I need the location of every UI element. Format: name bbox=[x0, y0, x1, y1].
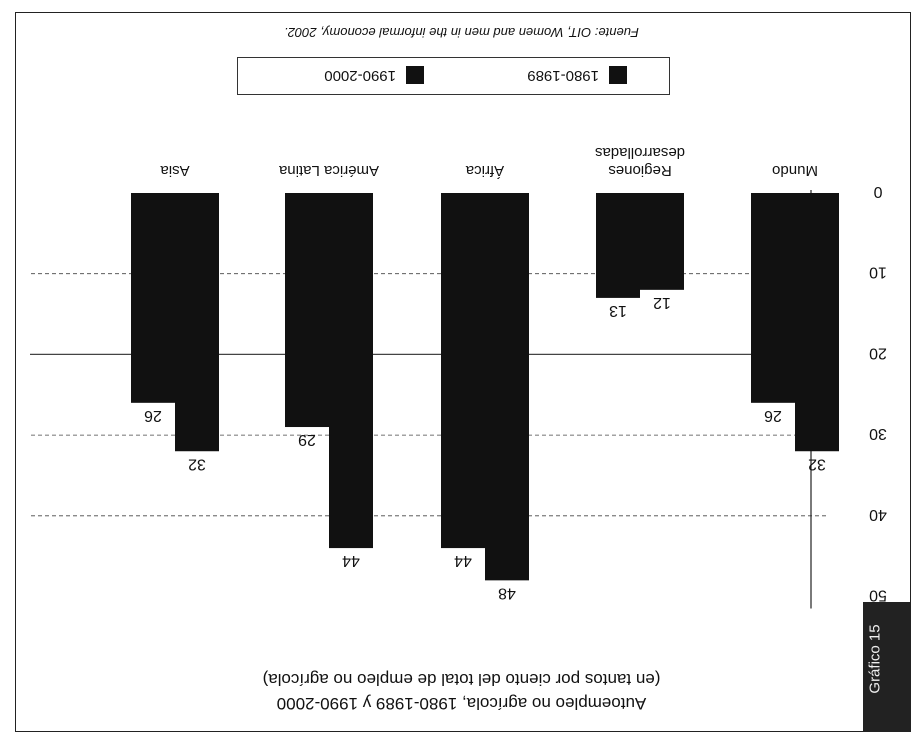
category-label: África bbox=[465, 162, 504, 179]
bar bbox=[640, 193, 684, 290]
chart-source: Fuente: OIT, Women and men in the inform… bbox=[284, 25, 639, 40]
legend-swatch-1980-1989 bbox=[609, 65, 627, 84]
legend-item-1980-1989: 1980-1989 bbox=[527, 65, 627, 85]
bar bbox=[596, 193, 640, 298]
category-label: Mundo bbox=[772, 162, 818, 179]
data-label: 44 bbox=[454, 552, 472, 569]
category-label: Asia bbox=[160, 162, 190, 179]
legend-item-1990-2000: 1990-2000 bbox=[324, 65, 424, 85]
y-tick-label: 10 bbox=[869, 264, 887, 281]
bar bbox=[751, 193, 795, 403]
data-label: 13 bbox=[609, 302, 627, 319]
legend-swatch-1990-2000 bbox=[406, 65, 424, 84]
bar bbox=[795, 193, 839, 452]
bar bbox=[285, 193, 329, 428]
y-tick-label: 40 bbox=[869, 506, 887, 523]
data-label: 32 bbox=[188, 455, 206, 472]
category-label: Regiones bbox=[608, 162, 671, 179]
bar bbox=[485, 193, 529, 581]
data-label: 26 bbox=[764, 407, 782, 424]
legend-label-1990-2000: 1990-2000 bbox=[324, 67, 396, 84]
bar bbox=[131, 193, 175, 403]
bar bbox=[175, 193, 219, 452]
legend-label-1980-1989: 1980-1989 bbox=[527, 67, 599, 84]
category-label: América Latina bbox=[278, 162, 379, 179]
y-tick-label: 20 bbox=[869, 344, 887, 361]
data-label: 12 bbox=[653, 294, 671, 311]
y-tick-label: 0 bbox=[873, 183, 882, 200]
data-label: 29 bbox=[298, 431, 316, 448]
bar bbox=[329, 193, 373, 549]
legend: 1980-1989 1990-2000 bbox=[237, 57, 670, 95]
data-label: 48 bbox=[498, 584, 516, 601]
data-label: 26 bbox=[144, 407, 162, 424]
y-tick-label: 30 bbox=[869, 425, 887, 442]
y-tick-label: 50 bbox=[869, 587, 887, 604]
data-label: 44 bbox=[342, 552, 360, 569]
bar bbox=[441, 193, 485, 549]
category-label: desarrolladas bbox=[595, 144, 685, 161]
data-label: 32 bbox=[808, 455, 826, 472]
